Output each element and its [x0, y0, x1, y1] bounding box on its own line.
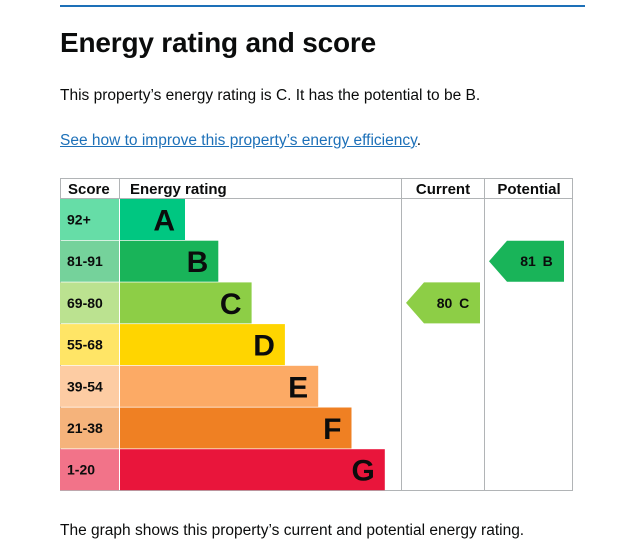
score-cell-f [60, 407, 119, 449]
potential-rating-label: 81 B [520, 253, 553, 269]
score-cell-a [60, 199, 119, 240]
improve-efficiency-link[interactable]: See how to improve this property’s energ… [60, 132, 417, 149]
rating-bar-b [120, 240, 219, 282]
rating-letter-g: G [351, 455, 374, 488]
rating-bar-d [120, 324, 285, 366]
graph-caption: The graph shows this property’s current … [60, 522, 525, 539]
score-cell-d [60, 324, 119, 366]
section-top-border [60, 5, 585, 7]
rating-letter-c: C [220, 288, 242, 321]
score-label-d: 55-68 [67, 337, 103, 353]
potential-rating-arrow [489, 240, 564, 282]
score-cell-e [60, 365, 119, 407]
score-cell-b [60, 240, 119, 282]
rating-bar-a [120, 199, 185, 240]
energy-rating-header: Energy rating [130, 181, 227, 198]
rating-bar-c [120, 282, 252, 324]
rating-letter-d: D [253, 330, 275, 363]
energy-rating-graph: Score Energy rating Current Potential 92… [60, 178, 573, 491]
score-label-a: 92+ [67, 212, 91, 228]
potential-header: Potential [497, 181, 560, 198]
score-cell-c [60, 282, 119, 324]
rating-bar-g [120, 449, 385, 491]
score-label-f: 21-38 [67, 420, 103, 436]
rating-letter-a: A [153, 205, 175, 238]
page-title: Energy rating and score [60, 27, 376, 58]
current-rating-label: 80 C [437, 295, 470, 311]
rating-bar-f [120, 407, 352, 449]
current-header: Current [416, 181, 470, 198]
improve-suffix: . [416, 132, 421, 149]
score-label-c: 69-80 [67, 295, 103, 311]
rating-bar-e [120, 365, 319, 407]
rating-letter-e: E [288, 371, 308, 404]
score-label-g: 1-20 [67, 462, 95, 478]
score-label-b: 81-91 [67, 253, 103, 269]
current-rating-arrow [406, 282, 480, 324]
rating-bands: 92+ A 81-91 B 69-80 C 55-68 D 39-54 E 21-38 F 1-20 G [60, 199, 385, 491]
rating-summary: This property’s energy rating is C. It h… [60, 87, 481, 104]
rating-letter-b: B [187, 246, 209, 279]
rating-arrows: 80 C 81 B [406, 240, 564, 324]
improve-paragraph: See how to improve this property’s energ… [60, 132, 421, 150]
score-header: Score [68, 181, 110, 198]
rating-letter-f: F [323, 413, 341, 446]
score-label-e: 39-54 [67, 378, 103, 394]
score-cell-g [60, 449, 119, 491]
